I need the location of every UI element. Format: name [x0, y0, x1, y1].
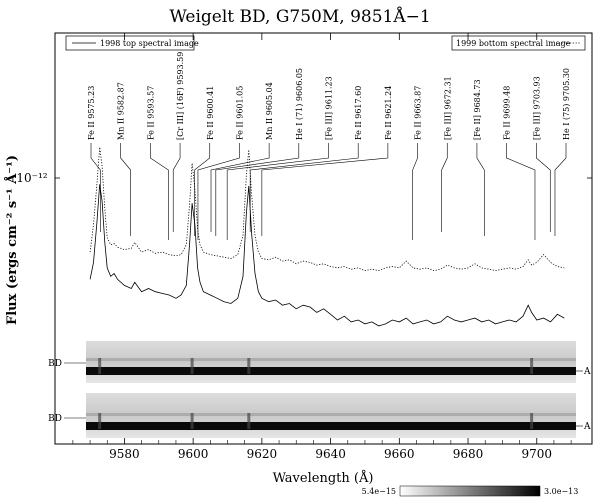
x-axis-label: Wavelength (Å)	[273, 470, 374, 486]
spectral-image-continuum	[86, 367, 576, 375]
spectral-image-emission	[247, 413, 251, 429]
spectral-image-emission	[530, 413, 534, 429]
line-id-label: Fe II 9575.23	[87, 86, 96, 140]
legend-1998-box	[65, 35, 195, 51]
spectral-image-right-label: A	[583, 422, 591, 432]
line-id-label: [Fe II] 9684.73	[473, 79, 482, 140]
line-id-label: [Fe III] 9672.31	[443, 76, 452, 140]
line-id-marker	[226, 143, 329, 240]
x-tick-label: 9700	[521, 447, 552, 461]
colorbar-gradient	[399, 485, 541, 497]
x-tick-label: 9620	[247, 447, 278, 461]
line-id-label: Fe II 9593.57	[146, 86, 155, 140]
line-id-marker	[261, 143, 389, 236]
line-id-label: Fe II 9699.48	[503, 86, 512, 140]
y-axis-label: Flux (ergs cm⁻² s⁻¹ Å⁻¹)	[4, 155, 20, 325]
line-id-marker	[215, 143, 300, 236]
x-axis-ticks: 9580 9600 9620 9640 9660 9680 9700	[72, 33, 572, 461]
series-1999-line	[89, 147, 565, 272]
legend-1998-label: 1998 top spectral image	[100, 39, 199, 48]
line-id-label: He I (71) 9606.05	[295, 68, 304, 140]
line-id-label: Fe II 9663.87	[414, 86, 423, 140]
line-id-marker	[194, 143, 211, 236]
line-id-label: Mn II 9605.04	[265, 82, 274, 140]
legend-1999: 1999 bottom spectral image	[451, 35, 586, 51]
line-id-marker	[150, 143, 169, 240]
x-tick-label: 9580	[109, 447, 140, 461]
line-id-marker	[476, 143, 485, 236]
x-tick-label: 9680	[453, 447, 484, 461]
legend-1999-label: 1999 bottom spectral image	[456, 39, 571, 48]
x-tick-label: 9640	[315, 447, 346, 461]
spectral-image-right-label: A	[583, 367, 591, 377]
line-id-marker	[536, 143, 551, 232]
spectral-image-emission	[190, 413, 194, 429]
line-id-label: Fe II 9600.41	[206, 86, 215, 140]
line-id-marker	[197, 143, 240, 240]
colorbar-min-label: 5.4e−15	[362, 487, 396, 496]
spectral-image-bd-band	[86, 413, 576, 416]
legend-1998: 1998 top spectral image	[65, 35, 199, 51]
x-tick-label: 9660	[384, 447, 415, 461]
line-id-marker	[90, 143, 101, 232]
series-1998-line	[89, 184, 565, 327]
line-id-marker	[412, 143, 418, 240]
line-id-label: [Fe III] 9611.23	[325, 76, 334, 140]
line-id-marker	[441, 143, 448, 232]
line-id-marker	[120, 143, 131, 236]
line-id-marker	[210, 143, 270, 232]
x-tick-label: 9600	[178, 447, 209, 461]
spectral-image-emission	[530, 358, 534, 374]
line-id-label: Fe II 9621.24	[384, 86, 393, 140]
legend-1999-box	[451, 35, 586, 51]
line-identifications: Fe II 9575.23 Mn II 9582.87 Fe II 9593.57 […	[87, 52, 571, 240]
line-id-label: Fe II 9601.05	[235, 86, 244, 140]
line-id-marker	[554, 143, 567, 236]
y-tick-label: 10⁻¹²	[16, 171, 47, 185]
line-id-label: [Fe III] 9703.93	[532, 76, 541, 140]
line-id-label: Mn II 9582.87	[117, 82, 126, 140]
line-id-label: [Cr III] (16F) 9593.59	[176, 52, 185, 140]
colorbar: 5.4e−15 3.0e−13	[362, 485, 578, 497]
line-id-label: He I (75) 9705.30	[562, 68, 571, 140]
plot-frame	[54, 32, 593, 445]
spectral-image-continuum	[86, 422, 576, 430]
spectral-image-left-label: BD	[48, 359, 62, 369]
spectral-image-left-label: BD	[48, 414, 62, 424]
spectral-image-emission	[98, 413, 102, 429]
spectrum-series	[89, 147, 565, 327]
colorbar-max-label: 3.0e−13	[544, 487, 578, 496]
line-id-marker	[506, 143, 536, 240]
line-id-label: Fe II 9617.60	[354, 86, 363, 140]
line-id-marker	[172, 143, 181, 232]
spectral-image-bd-band	[86, 358, 576, 361]
spectral-images: BD A BD A	[48, 341, 591, 438]
spectral-image-emission	[190, 358, 194, 374]
spectral-image-emission	[98, 358, 102, 374]
spectral-image-strip	[86, 341, 576, 383]
spectral-image-emission	[247, 358, 251, 374]
line-id-marker	[249, 143, 359, 232]
chart-title: Weigelt BD, G750M, 9851Å−1	[169, 6, 430, 27]
